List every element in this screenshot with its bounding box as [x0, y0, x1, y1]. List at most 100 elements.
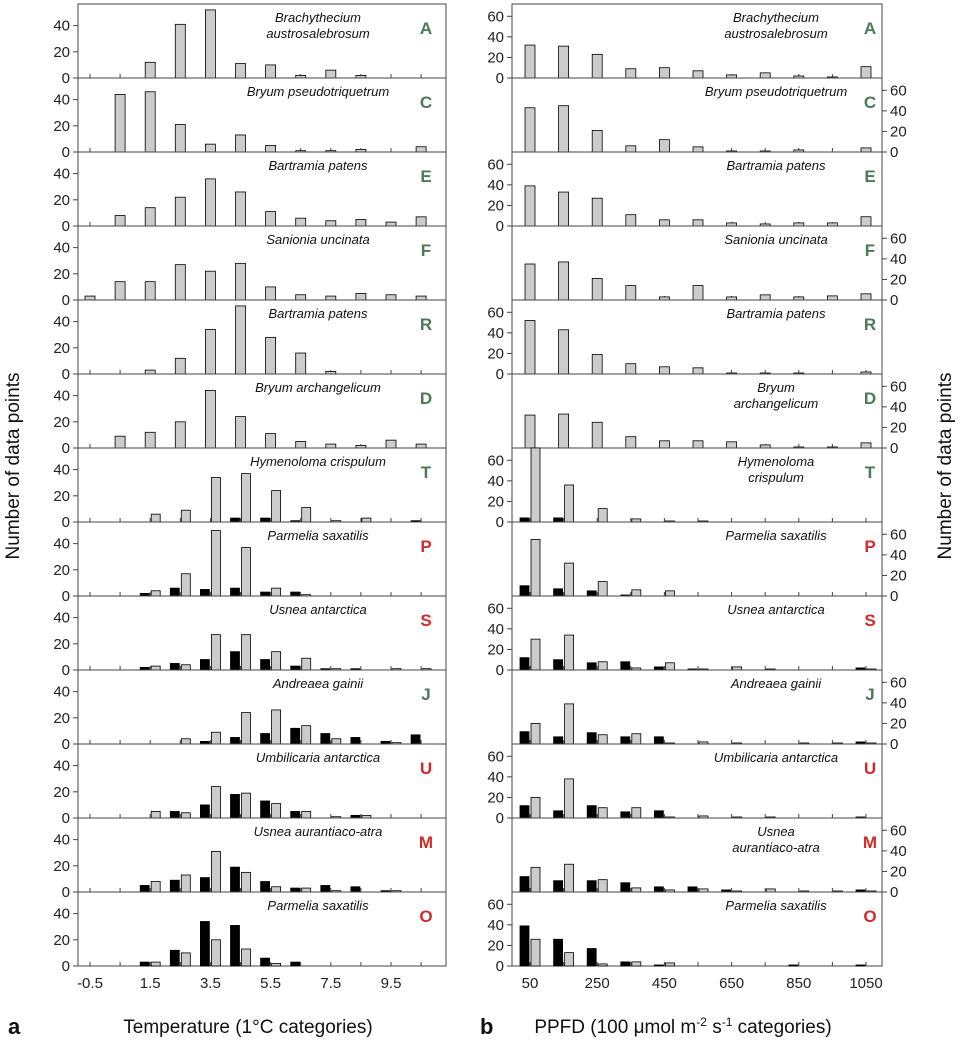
bar-gray	[631, 961, 642, 967]
bar-gray	[295, 294, 307, 301]
bar-gray	[150, 961, 161, 967]
y-tick-label: 40	[53, 314, 70, 331]
species-code-letter: F	[865, 241, 875, 260]
bar-gray	[174, 421, 186, 449]
species-name: Brachythecium	[275, 10, 361, 25]
bar-black	[654, 964, 664, 967]
y-tick-label: 60	[487, 896, 504, 913]
bar-gray	[524, 185, 536, 227]
panel-frame	[511, 891, 883, 967]
y-tick-label: 40	[487, 917, 504, 934]
species-name: Sanionia uncinata	[724, 232, 827, 247]
bar-gray	[597, 734, 608, 745]
bar-black	[553, 736, 563, 745]
bar-black	[519, 585, 530, 597]
species-code-letter: U	[420, 759, 432, 778]
bar-gray	[597, 963, 608, 967]
y-tick-label: 40	[53, 610, 70, 627]
bar-gray	[692, 146, 704, 153]
y-tick-label: 40	[890, 547, 907, 564]
bar-gray	[530, 723, 541, 745]
x-label-part: s	[707, 1017, 722, 1038]
species-name: Hymenoloma crispulum	[250, 454, 386, 469]
bar-gray	[631, 807, 642, 819]
bar-gray	[174, 196, 186, 227]
bar-gray	[241, 473, 251, 523]
bar-black	[320, 733, 331, 745]
y-tick-label: 20	[487, 789, 504, 806]
y-tick-label: 40	[53, 906, 70, 923]
bar-gray	[524, 107, 536, 153]
species-name: crispulum	[748, 470, 804, 485]
species-name: Parmelia saxatilis	[267, 898, 369, 913]
bar-black	[553, 880, 563, 893]
bar-black	[586, 590, 597, 597]
bar-gray	[415, 443, 427, 449]
bar-gray	[180, 573, 191, 597]
species-code-letter: F	[421, 241, 431, 260]
y-tick-label: 20	[487, 937, 504, 954]
bar-black	[230, 866, 240, 893]
bar-gray	[524, 414, 536, 449]
y-tick-label: 20	[53, 118, 70, 135]
y-tick-label: 60	[890, 230, 907, 247]
species-code-letter: C	[864, 93, 876, 112]
y-tick-label: 20	[53, 266, 70, 283]
bar-black	[855, 964, 866, 967]
species-name: austrosalebrosum	[266, 26, 369, 41]
y-tick-label: 0	[496, 810, 504, 827]
y-tick-label: 0	[62, 218, 70, 235]
bar-gray	[591, 129, 603, 153]
bar-gray	[204, 270, 216, 301]
x-tick-label: -0.5	[77, 975, 103, 992]
bar-gray	[241, 871, 251, 893]
bar-gray	[331, 738, 342, 745]
x-tick-label: 9.5	[381, 975, 402, 992]
y-tick-label: 0	[890, 588, 898, 605]
y-tick-label: 60	[487, 748, 504, 765]
y-tick-label: 0	[62, 70, 70, 87]
bar-gray	[692, 219, 704, 227]
species-name: Usnea antarctica	[727, 602, 825, 617]
bar-black	[654, 810, 664, 819]
y-tick-label: 60	[890, 526, 907, 543]
bar-gray	[204, 178, 216, 227]
bar-gray	[204, 329, 216, 375]
y-tick-label: 0	[62, 810, 70, 827]
species-name: Bryum	[757, 380, 795, 395]
y-tick-label: 60	[890, 82, 907, 99]
y-tick-label: 0	[496, 366, 504, 383]
y-tick-label: 40	[53, 758, 70, 775]
panel-label-b: b	[480, 1014, 493, 1039]
species-code-letter: J	[421, 685, 430, 704]
bar-gray	[210, 786, 221, 819]
bar-black	[169, 811, 180, 819]
bar-gray	[204, 143, 216, 153]
bar-gray	[144, 207, 156, 227]
bar-gray	[180, 509, 191, 523]
x-tick-label: 1.5	[140, 975, 161, 992]
bar-gray	[235, 416, 246, 449]
bar-gray	[301, 725, 312, 745]
y-tick-label: 0	[890, 736, 898, 753]
x-tick-label: 7.5	[320, 975, 341, 992]
y-tick-label: 0	[496, 958, 504, 975]
y-tick-label: 40	[487, 177, 504, 194]
y-tick-label: 40	[890, 251, 907, 268]
panel-frame	[77, 225, 447, 301]
bar-gray	[659, 139, 670, 153]
species-name: Parmelia saxatilis	[267, 528, 369, 543]
bar-black	[687, 886, 698, 893]
species-code-letter: S	[420, 611, 431, 630]
bar-gray	[150, 811, 161, 819]
bar-gray	[301, 657, 312, 671]
species-name: Brachythecium	[733, 10, 819, 25]
y-tick-label: 60	[487, 156, 504, 173]
y-tick-label: 0	[62, 662, 70, 679]
bar-gray	[361, 517, 372, 523]
bar-gray	[210, 477, 221, 523]
y-tick-label: 60	[890, 674, 907, 691]
bar-black	[553, 588, 563, 597]
bar-gray	[210, 731, 221, 745]
